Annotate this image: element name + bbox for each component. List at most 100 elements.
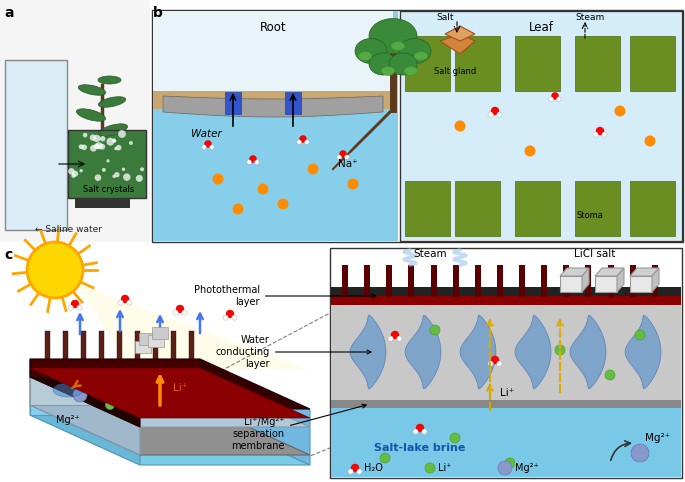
Circle shape: [413, 429, 419, 434]
Polygon shape: [652, 268, 659, 292]
Text: Salt crystals: Salt crystals: [84, 186, 135, 195]
Text: Li⁺: Li⁺: [438, 463, 451, 473]
Text: Na⁺: Na⁺: [338, 159, 358, 169]
Circle shape: [337, 155, 341, 160]
Bar: [153, 11, 393, 91]
Circle shape: [140, 167, 144, 171]
Bar: [68, 130, 146, 198]
Circle shape: [430, 325, 440, 335]
Polygon shape: [30, 359, 140, 427]
Bar: [497, 265, 503, 297]
Text: Leaf: Leaf: [529, 21, 553, 34]
Circle shape: [27, 242, 83, 298]
Circle shape: [497, 112, 502, 117]
Circle shape: [182, 310, 187, 315]
Circle shape: [202, 145, 206, 149]
Bar: [630, 265, 636, 297]
Polygon shape: [595, 268, 624, 276]
Bar: [139, 333, 155, 345]
Ellipse shape: [391, 41, 405, 51]
Circle shape: [605, 370, 615, 380]
Bar: [78, 170, 127, 176]
Bar: [153, 109, 393, 241]
Bar: [393, 11, 398, 241]
Circle shape: [112, 174, 116, 178]
Circle shape: [416, 424, 424, 432]
Bar: [45, 331, 50, 359]
Ellipse shape: [78, 85, 105, 95]
Ellipse shape: [173, 383, 203, 397]
Circle shape: [118, 300, 123, 305]
Circle shape: [112, 138, 116, 142]
Polygon shape: [582, 268, 589, 292]
Bar: [152, 327, 168, 339]
Polygon shape: [440, 34, 475, 54]
Circle shape: [305, 140, 309, 145]
Text: Steam: Steam: [575, 13, 605, 22]
Bar: [148, 335, 164, 347]
Polygon shape: [560, 268, 589, 276]
Text: Stoma: Stoma: [577, 212, 603, 220]
Circle shape: [299, 135, 306, 143]
Ellipse shape: [133, 383, 163, 397]
Bar: [453, 265, 459, 297]
Circle shape: [114, 172, 120, 177]
Bar: [630, 276, 652, 292]
Bar: [386, 265, 393, 297]
Text: H₂O: H₂O: [364, 463, 383, 473]
Circle shape: [212, 174, 223, 185]
Circle shape: [114, 147, 118, 150]
Ellipse shape: [399, 39, 431, 64]
Circle shape: [205, 140, 212, 147]
Polygon shape: [30, 359, 200, 377]
Circle shape: [210, 393, 219, 402]
Circle shape: [121, 295, 129, 303]
Circle shape: [249, 156, 256, 162]
Bar: [331, 296, 681, 305]
Circle shape: [90, 145, 97, 152]
Bar: [455, 36, 500, 91]
Circle shape: [127, 300, 132, 305]
Text: b: b: [153, 6, 163, 20]
Circle shape: [105, 401, 114, 410]
Circle shape: [255, 160, 259, 164]
Circle shape: [100, 136, 105, 142]
Circle shape: [258, 184, 269, 195]
Bar: [285, 92, 301, 114]
Polygon shape: [163, 96, 383, 117]
Ellipse shape: [93, 383, 123, 397]
Circle shape: [232, 315, 237, 320]
Polygon shape: [445, 26, 475, 41]
Circle shape: [491, 107, 499, 115]
Circle shape: [94, 143, 99, 149]
Circle shape: [90, 134, 96, 141]
Circle shape: [351, 464, 359, 472]
Circle shape: [143, 395, 157, 409]
Text: Steam: Steam: [413, 249, 447, 259]
Polygon shape: [630, 268, 659, 276]
Bar: [630, 181, 675, 236]
Polygon shape: [460, 315, 496, 389]
Bar: [515, 36, 560, 91]
Text: Mg²⁺: Mg²⁺: [645, 433, 670, 443]
Bar: [401, 12, 681, 240]
Circle shape: [345, 155, 349, 160]
Bar: [431, 265, 436, 297]
Circle shape: [210, 145, 214, 149]
Circle shape: [491, 356, 499, 364]
Ellipse shape: [369, 53, 397, 75]
Bar: [400, 11, 682, 241]
Bar: [575, 181, 620, 236]
Bar: [75, 170, 130, 208]
Circle shape: [226, 310, 234, 318]
Bar: [331, 305, 681, 400]
Ellipse shape: [389, 53, 417, 75]
Circle shape: [95, 174, 101, 181]
Circle shape: [176, 305, 184, 313]
Circle shape: [79, 144, 84, 149]
Bar: [135, 341, 151, 353]
Polygon shape: [30, 360, 140, 465]
Circle shape: [635, 330, 645, 340]
Circle shape: [73, 388, 87, 402]
Text: Mg²⁺: Mg²⁺: [56, 415, 80, 425]
